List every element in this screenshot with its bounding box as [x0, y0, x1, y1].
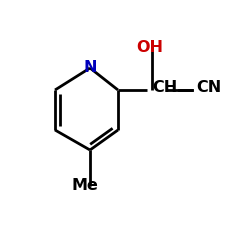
Text: Me: Me [72, 178, 99, 192]
Text: CH: CH [152, 80, 177, 96]
Text: CN: CN [196, 80, 221, 96]
Text: N: N [83, 61, 97, 75]
Text: OH: OH [137, 40, 164, 55]
